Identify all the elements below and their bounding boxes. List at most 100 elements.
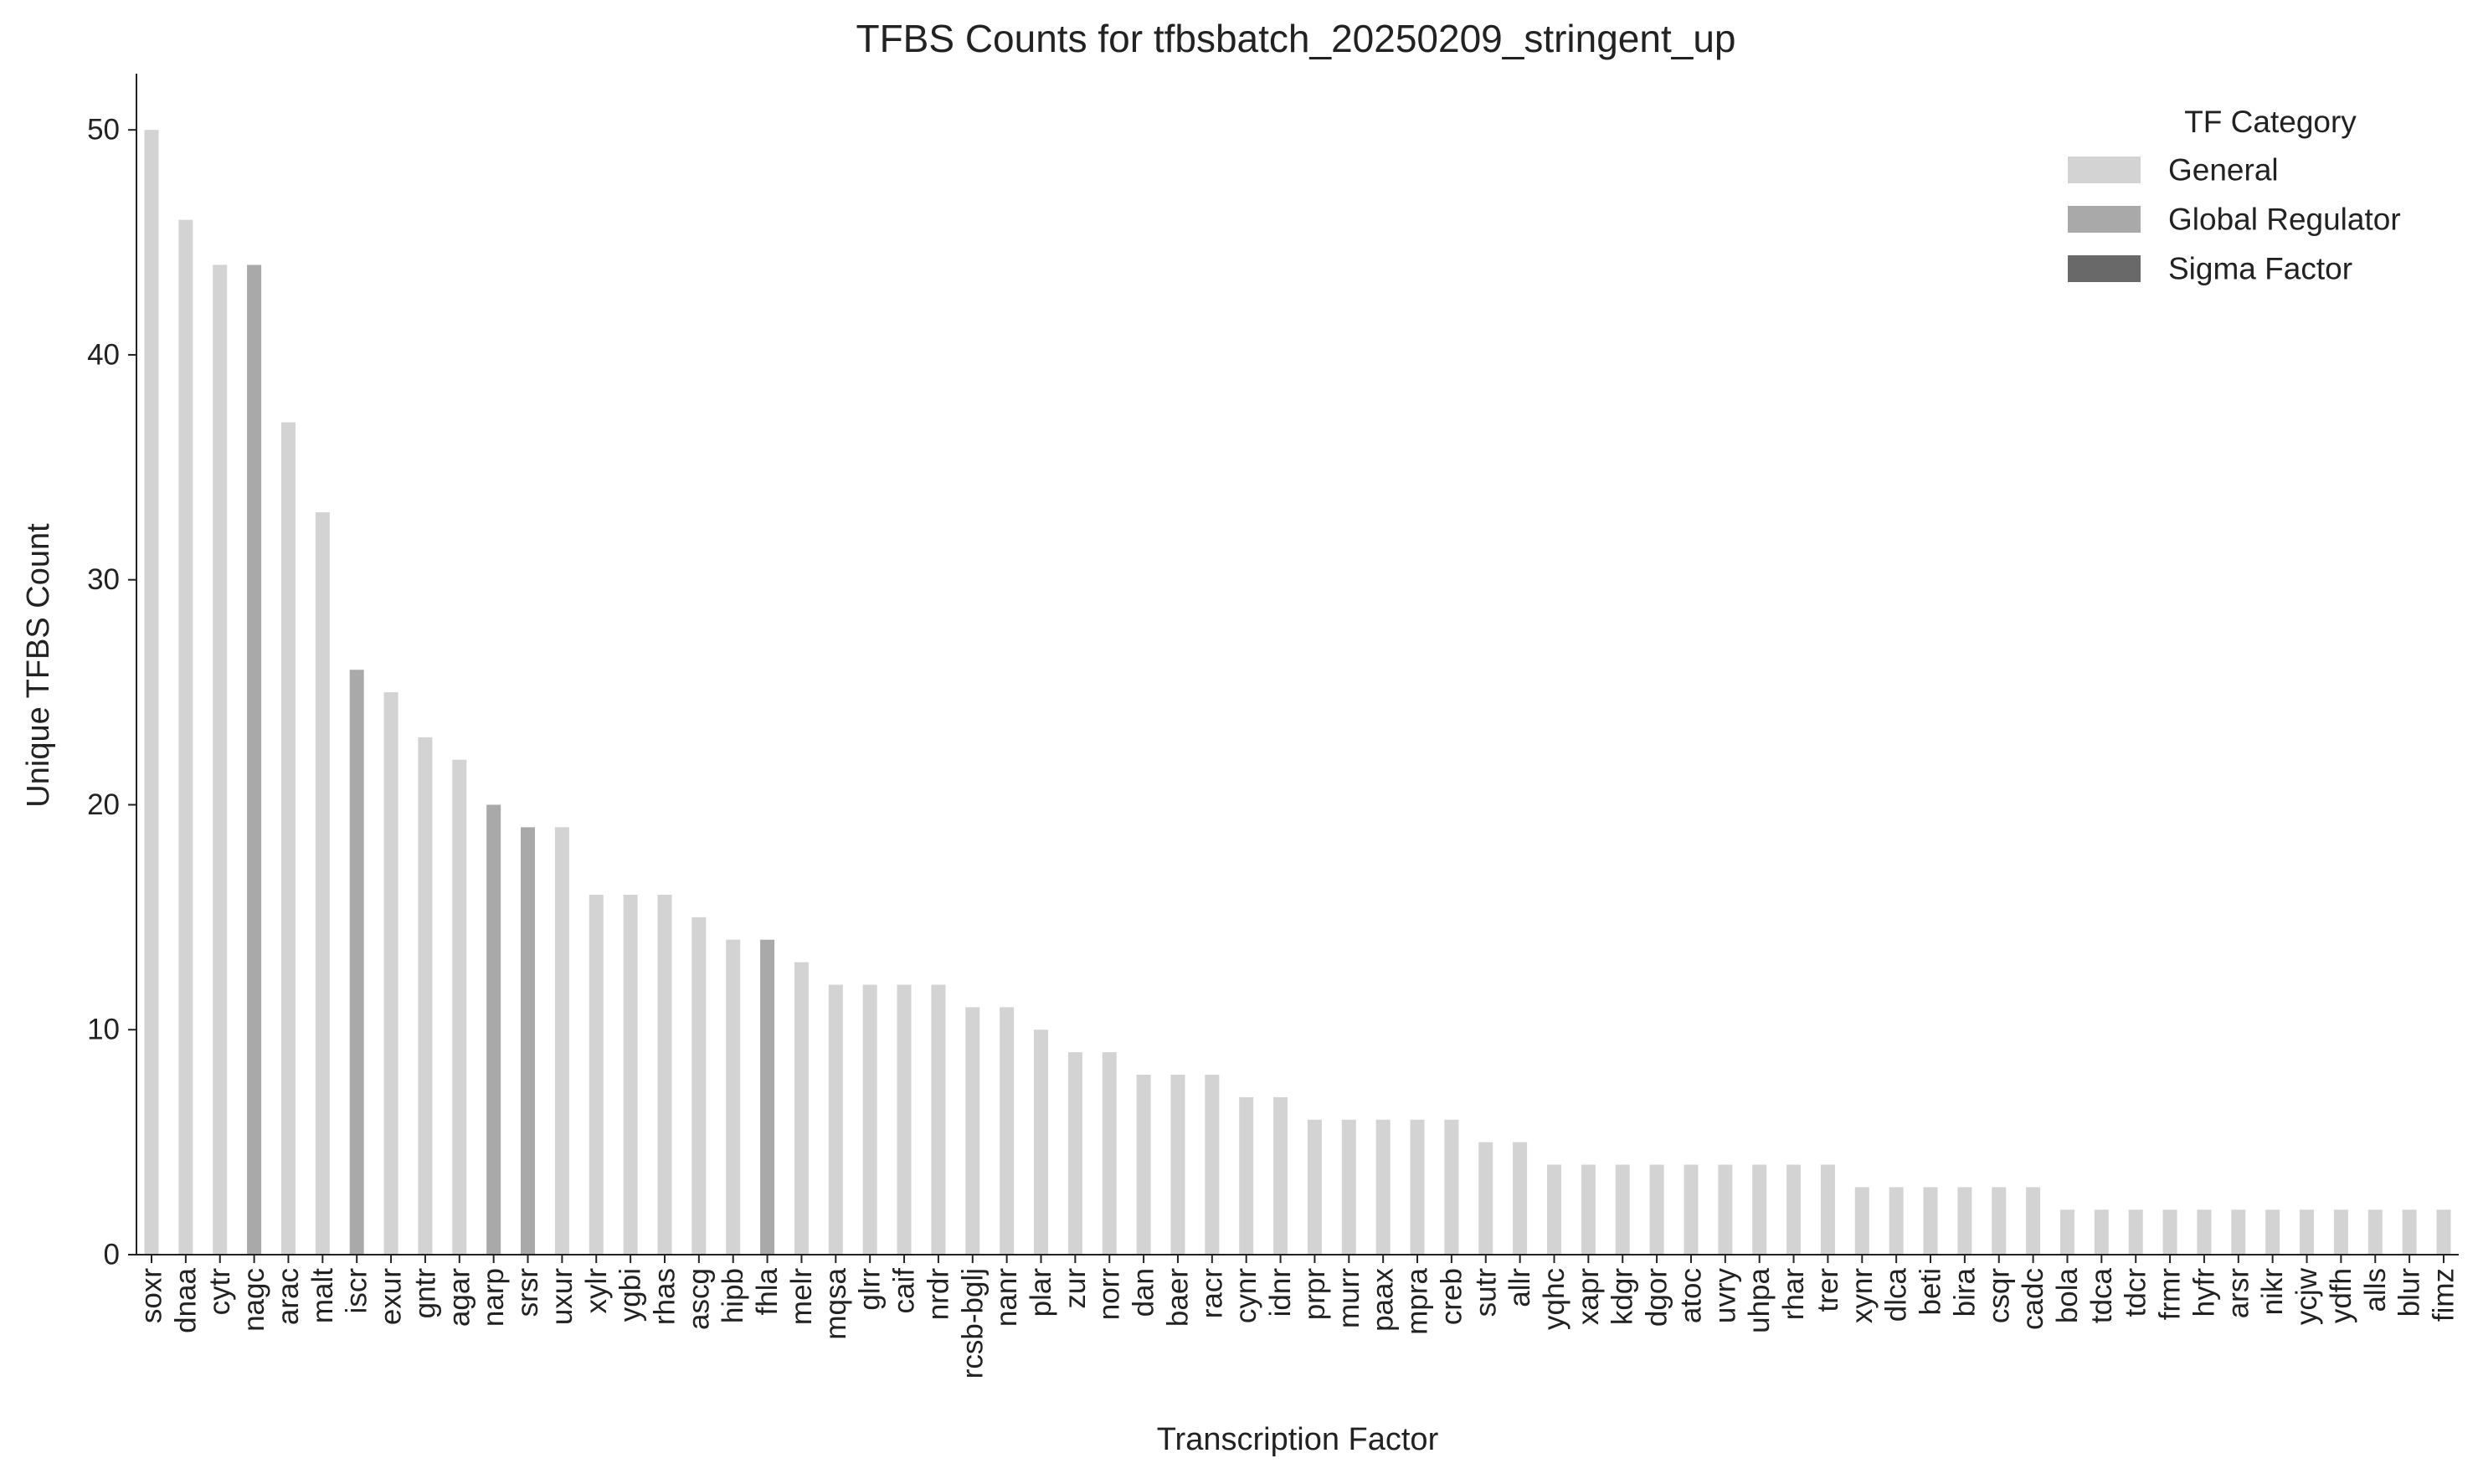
x-axis-ticks: soxr dnaa cytr nagc arac malt iscr exur gntr agar… — [136, 1255, 2460, 1379]
bar-allr — [1513, 1142, 1528, 1255]
legend-label: Global Regulator — [2168, 203, 2401, 237]
x-tick-label: beti — [1915, 1268, 1947, 1315]
legend: TF Category General Global Regulator Sigma… — [2068, 105, 2401, 286]
bar-dlca — [1889, 1187, 1904, 1255]
x-tick-label: nanr — [990, 1268, 1023, 1327]
bar-arsr — [2231, 1209, 2246, 1255]
x-tick-label: dgor — [1641, 1268, 1673, 1327]
x-tick-label: tdcr — [2120, 1268, 2152, 1317]
bar-frmr — [2162, 1209, 2177, 1255]
bar-norr — [1102, 1052, 1117, 1255]
x-tick-label: mqsa — [820, 1267, 852, 1339]
x-tick-label: glrr — [854, 1268, 887, 1311]
x-tick-label: blur — [2393, 1268, 2426, 1317]
x-tick-label: exur — [375, 1268, 408, 1325]
bar-xynr — [1854, 1187, 1869, 1255]
x-tick-label: narp — [477, 1268, 510, 1327]
bar-zur — [1067, 1052, 1082, 1255]
x-tick-label: rhas — [648, 1268, 681, 1325]
bar-bira — [1957, 1187, 1972, 1255]
bar-blur — [2402, 1209, 2417, 1255]
bar-murr — [1341, 1119, 1356, 1255]
legend-entries: General Global Regulator Sigma Factor — [2068, 153, 2401, 286]
x-tick-label: ydfh — [2325, 1268, 2357, 1323]
x-tick-label: kdgr — [1606, 1268, 1639, 1325]
x-tick-label: csqr — [1982, 1268, 2015, 1323]
bar-hipb — [726, 939, 741, 1255]
bar-caif — [897, 984, 912, 1255]
x-tick-label: nrdr — [922, 1268, 954, 1321]
x-tick-label: cytr — [203, 1268, 236, 1316]
x-tick-label: plar — [1025, 1268, 1057, 1317]
bar-nanr — [1000, 1007, 1015, 1255]
x-tick-label: srsr — [512, 1268, 544, 1317]
x-tick-label: gntr — [409, 1268, 441, 1319]
x-tick-label: melr — [785, 1268, 818, 1325]
x-tick-label: cynr — [1230, 1268, 1262, 1323]
x-tick-label: baer — [1161, 1268, 1194, 1327]
bar-arac — [280, 422, 296, 1255]
x-tick-label: hyfr — [2187, 1268, 2220, 1317]
x-tick-label: mpra — [1401, 1267, 1434, 1334]
bar-plar — [1034, 1030, 1049, 1255]
bar-srsr — [521, 827, 536, 1255]
bar-glrr — [862, 984, 877, 1255]
x-tick-label: creb — [1435, 1268, 1468, 1325]
x-tick-label: agar — [443, 1268, 476, 1327]
x-tick-label: uhpa — [1743, 1267, 1776, 1333]
bar-xylr — [589, 894, 604, 1255]
bar-ygbi — [623, 894, 638, 1255]
bar-dan — [1136, 1074, 1151, 1255]
x-axis-label: Transcription Factor — [1157, 1422, 1439, 1457]
y-axis-ticks: 0 10 20 30 40 50 — [87, 114, 136, 1271]
bar-rcsb-bglj — [965, 1007, 980, 1255]
bar-creb — [1444, 1119, 1459, 1255]
y-tick-label: 40 — [87, 338, 120, 371]
x-tick-label: dlca — [1880, 1267, 1913, 1322]
bar-exur — [383, 692, 398, 1255]
y-tick-label: 20 — [87, 788, 120, 821]
x-tick-label: xapr — [1572, 1268, 1605, 1325]
x-tick-label: bola — [2051, 1267, 2084, 1323]
x-tick-label: nagc — [238, 1268, 270, 1332]
x-tick-label: dan — [1128, 1268, 1160, 1317]
x-tick-label: nikr — [2256, 1268, 2289, 1316]
bar-gntr — [418, 737, 433, 1255]
x-tick-label: racr — [1195, 1268, 1228, 1319]
bar-ycjw — [2300, 1209, 2315, 1255]
bar-idnr — [1273, 1096, 1288, 1255]
bar-csqr — [1992, 1187, 2007, 1255]
bar-iscr — [349, 670, 364, 1255]
bar-cytr — [213, 264, 228, 1255]
legend-swatch — [2068, 206, 2141, 233]
x-tick-label: xynr — [1846, 1268, 1879, 1323]
x-tick-label: caif — [888, 1268, 921, 1314]
bar-paax — [1375, 1119, 1391, 1255]
y-tick-label: 10 — [87, 1014, 120, 1046]
x-tick-label: idnr — [1264, 1268, 1297, 1317]
x-tick-label: atoc — [1674, 1268, 1707, 1323]
x-tick-label: arsr — [2222, 1268, 2254, 1319]
bar-alls — [2367, 1209, 2383, 1255]
x-tick-label: cadc — [2017, 1268, 2049, 1330]
x-tick-label: hipb — [717, 1268, 749, 1323]
x-tick-label: zur — [1059, 1268, 1092, 1309]
x-tick-label: allr — [1504, 1268, 1536, 1307]
bar-beti — [1923, 1187, 1938, 1255]
x-tick-label: xylr — [580, 1268, 613, 1314]
bar-prpr — [1307, 1119, 1322, 1255]
legend-swatch — [2068, 255, 2141, 282]
x-tick-label: sutr — [1469, 1268, 1502, 1317]
bar-bola — [2059, 1209, 2074, 1255]
bar-kdgr — [1615, 1164, 1630, 1255]
bar-atoc — [1684, 1164, 1699, 1255]
y-tick-label: 50 — [87, 114, 120, 146]
bar-tdcr — [2128, 1209, 2143, 1255]
x-tick-label: uvry — [1709, 1268, 1741, 1324]
x-tick-label: ycjw — [2290, 1267, 2323, 1325]
bar-cynr — [1239, 1096, 1254, 1255]
bar-fimz — [2436, 1209, 2451, 1255]
legend-label: General — [2168, 153, 2279, 187]
bar-fhla — [760, 939, 775, 1255]
x-tick-label: yqhc — [1538, 1268, 1571, 1330]
